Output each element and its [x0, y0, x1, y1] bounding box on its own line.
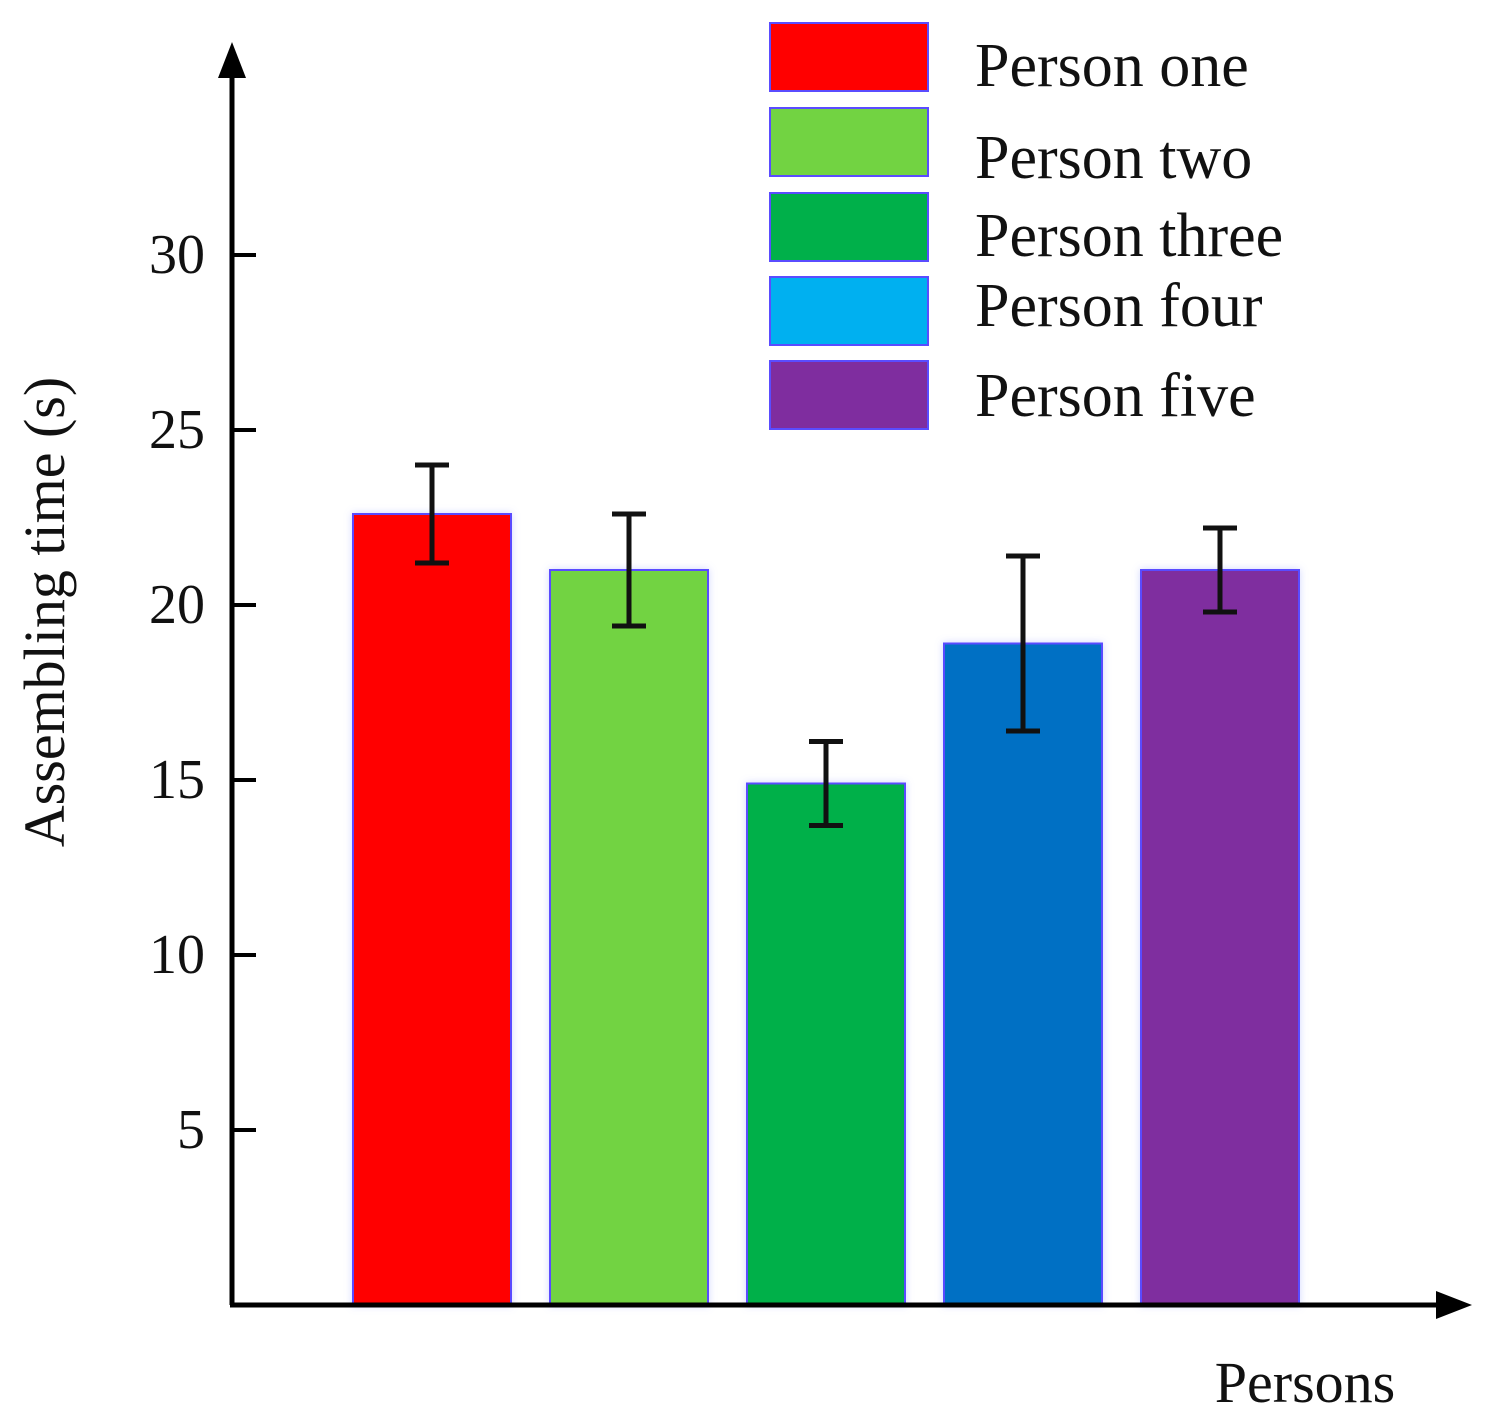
legend-label: Person four: [975, 272, 1263, 340]
legend-swatch: [769, 22, 929, 92]
y-tick-label: 25: [149, 399, 205, 461]
y-tick-label: 10: [149, 924, 205, 986]
error-bar-person-three: [809, 739, 843, 828]
y-tick-label: 20: [149, 574, 205, 636]
error-bars-layer: [415, 462, 1237, 828]
bar-person-one: [352, 513, 512, 1306]
legend-swatch: [769, 360, 929, 430]
bars-layer: [352, 513, 1300, 1306]
bar-person-five: [1140, 569, 1300, 1306]
y-ticks: 5 10 15 20 25 30: [149, 224, 256, 1161]
legend-swatch: [769, 192, 929, 262]
error-bar-person-four: [1006, 553, 1040, 734]
legend-item-person-three: Person three: [769, 192, 1283, 270]
error-bar-person-one: [415, 462, 449, 566]
legend-label: Person two: [975, 124, 1252, 192]
legend-label: Person one: [975, 32, 1249, 100]
bar-person-two: [549, 569, 709, 1306]
legend-swatch: [769, 276, 929, 346]
y-tick-label: 5: [177, 1099, 205, 1161]
legend-label: Person five: [975, 362, 1256, 430]
legend-item-person-one: Person one: [769, 22, 1249, 100]
legend-item-person-two: Person two: [769, 107, 1252, 192]
error-bar-person-two: [612, 511, 646, 629]
legend-item-person-four: Person four: [769, 272, 1263, 346]
y-tick-label: 30: [149, 224, 205, 286]
x-axis-title: Persons: [1215, 1350, 1395, 1415]
bar-person-three: [746, 782, 906, 1306]
legend-item-person-five: Person five: [769, 360, 1256, 430]
y-tick-label: 15: [149, 749, 205, 811]
legend-label: Person three: [975, 202, 1283, 270]
y-axis-title: Assembling time (s): [12, 377, 77, 847]
bar-person-four: [943, 642, 1103, 1306]
x-axis-arrowhead: [1436, 1291, 1472, 1319]
y-axis-arrowhead: [218, 42, 246, 78]
axes: [218, 42, 1472, 1319]
legend-swatch: [769, 107, 929, 177]
error-bar-person-five: [1203, 525, 1237, 615]
